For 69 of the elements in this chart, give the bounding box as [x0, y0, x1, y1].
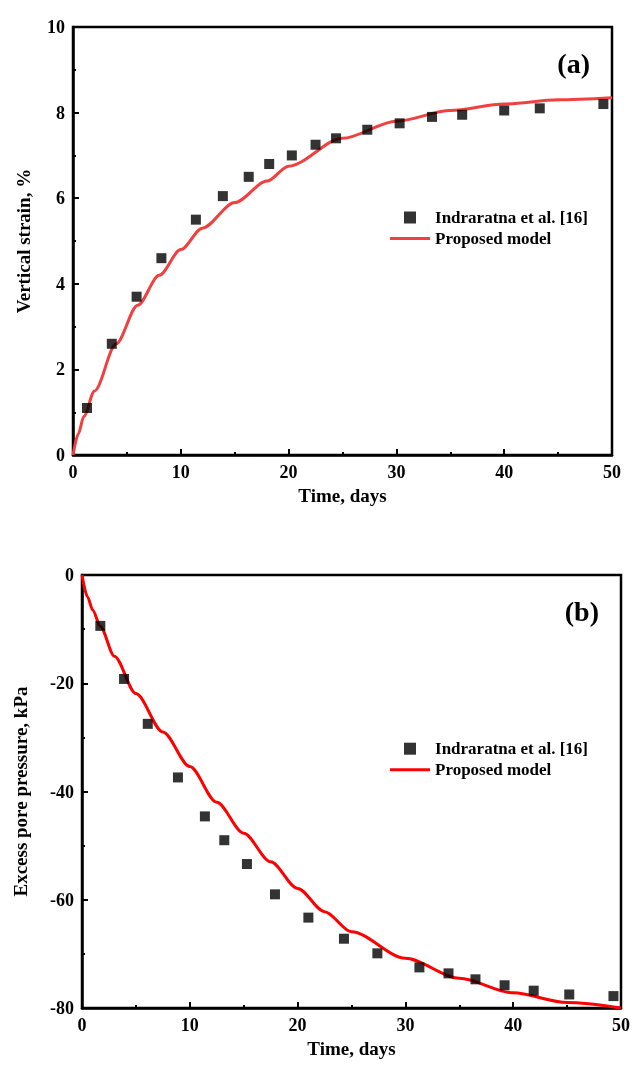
x-tick-label: 10 — [171, 462, 190, 483]
annotation: (a) — [557, 47, 591, 79]
y-axis-title: Vertical strain, % — [13, 168, 34, 314]
x-tick-label: 40 — [504, 1015, 523, 1035]
point — [243, 171, 254, 182]
point — [414, 962, 425, 973]
x-axis-title: Time, days — [298, 485, 387, 506]
point — [443, 968, 454, 979]
x-axis-title: Time, days — [307, 1037, 396, 1059]
point — [338, 933, 349, 944]
point — [362, 124, 373, 135]
point — [82, 403, 93, 414]
y-tick-label: 4 — [56, 273, 65, 294]
point — [286, 150, 297, 161]
point — [142, 718, 153, 729]
y-tick-label: -40 — [50, 781, 74, 802]
y-tick-label: 0 — [65, 565, 74, 585]
legend-label: Proposed model — [435, 229, 552, 248]
y-tick-label: -20 — [50, 673, 74, 694]
y-axis-title: Excess pore pressure, kPa — [10, 685, 31, 897]
x-tick-label: 50 — [603, 462, 621, 483]
point — [219, 835, 230, 846]
point — [564, 989, 575, 1000]
point — [372, 948, 383, 959]
y-tick-label: -80 — [50, 998, 74, 1018]
legend-label: Indraratna et al. [16] — [435, 739, 588, 759]
x-tick-label: 40 — [495, 462, 514, 483]
y-tick-label: 8 — [56, 102, 65, 123]
x-tick-label: 10 — [180, 1015, 199, 1035]
annotation: (b) — [564, 595, 600, 627]
y-tick-label: 2 — [56, 359, 65, 380]
point — [457, 109, 468, 120]
x-tick-label: 0 — [77, 1015, 87, 1035]
point — [95, 620, 106, 631]
point — [303, 912, 314, 923]
x-tick-label: 30 — [387, 462, 406, 483]
point — [426, 111, 437, 122]
x-tick-label: 20 — [279, 462, 298, 483]
point — [331, 133, 342, 144]
point — [119, 673, 130, 684]
legend-label: Proposed model — [435, 760, 552, 780]
point — [190, 214, 201, 225]
point — [608, 991, 619, 1002]
point — [499, 105, 510, 116]
point — [264, 158, 275, 169]
point — [310, 139, 321, 150]
point — [598, 99, 609, 110]
point — [199, 811, 210, 822]
point — [534, 103, 545, 114]
point — [106, 338, 117, 349]
x-tick-label: 30 — [396, 1015, 415, 1035]
point — [470, 974, 481, 985]
point — [241, 859, 252, 870]
point — [131, 291, 142, 302]
x-tick-label: 20 — [288, 1015, 307, 1035]
y-tick-label: 10 — [47, 17, 65, 37]
line-series — [80, 573, 623, 1010]
y-tick-label: 0 — [56, 445, 65, 466]
point — [499, 980, 510, 991]
point — [172, 772, 183, 783]
point — [269, 889, 280, 900]
point — [217, 191, 228, 202]
legend-label: Indraratna et al. [16] — [435, 208, 588, 227]
y-tick-label: 6 — [56, 188, 65, 209]
point — [528, 985, 539, 996]
point — [394, 118, 405, 129]
x-tick-label: 50 — [612, 1015, 630, 1035]
y-tick-label: -60 — [50, 889, 74, 910]
point — [156, 253, 167, 264]
